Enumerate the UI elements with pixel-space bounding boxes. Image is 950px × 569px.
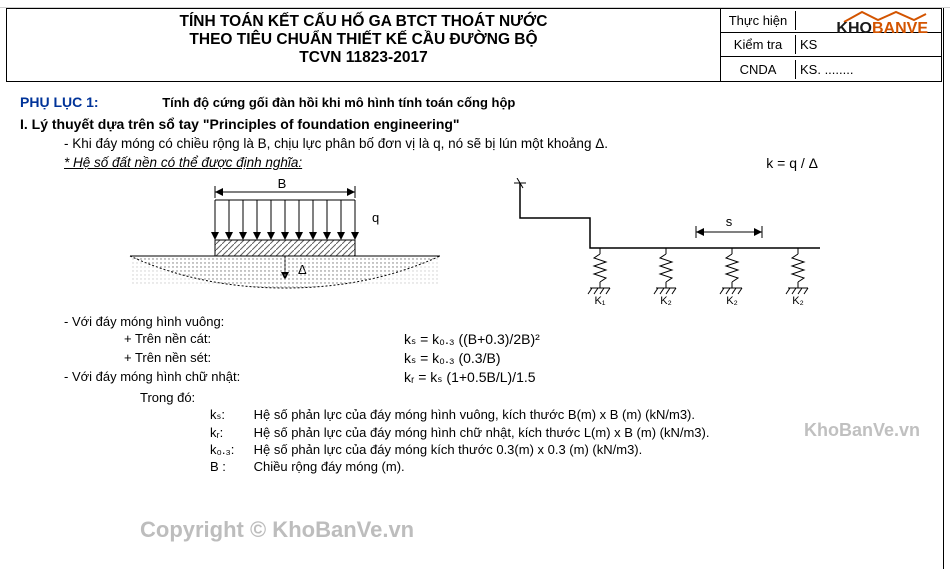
clay-row: + Trên nền sét: kₛ = k₀.₃ (0.3/B)	[64, 350, 928, 367]
title-line-2: THEO TIÊU CHUẨN THIẾT KẾ CẦU ĐƯỜNG BỘ	[15, 31, 712, 49]
side-label: CNDA	[721, 60, 796, 79]
logo-roof-icon	[842, 10, 928, 24]
spring-k2c: K₂	[786, 248, 808, 307]
rect-eq: kᵣ = kₛ (1+0.5B/L)/1.5	[404, 369, 536, 386]
eq-k-definition: k = q / Δ	[766, 155, 818, 171]
label-q: q	[372, 210, 379, 225]
side-label: Thực hiện	[721, 11, 796, 30]
title-block-main: TÍNH TOÁN KẾT CẤU HỐ GA BTCT THOÁT NƯỚC …	[7, 9, 721, 81]
legend-txt: Hệ số phản lực của đáy móng hình vuông, …	[254, 407, 695, 422]
spring-k2b: K₂	[720, 248, 742, 307]
equation-block: - Với đáy móng hình vuông: + Trên nền cá…	[20, 314, 928, 386]
watermark-copyright: Copyright © KhoBanVe.vn	[140, 517, 414, 543]
sand-label: + Trên nền cát:	[124, 331, 404, 348]
foundation-load-diagram: B q	[120, 178, 450, 308]
side-value: KS	[796, 35, 941, 54]
diagram-row: B q	[120, 178, 928, 308]
spreadsheet-grid-edge	[0, 0, 950, 8]
section-title: Lý thuyết dựa trên sổ tay "Principles of…	[32, 116, 460, 132]
spring-support-diagram: s K₁ K₂	[500, 178, 830, 308]
legend-row: kₛ: Hệ số phản lực của đáy móng hình vuô…	[140, 407, 928, 423]
body-line-2-row: * Hệ số đất nền có thể được định nghĩa: …	[64, 155, 928, 170]
legend-sym: kᵣ:	[210, 425, 250, 440]
appendix-heading: PHỤ LỤC 1: Tính độ cứng gối đàn hồi khi …	[20, 94, 928, 110]
spring-k1: K₁	[588, 248, 610, 307]
document-page: TÍNH TOÁN KẾT CẤU HỐ GA BTCT THOÁT NƯỚC …	[6, 8, 942, 474]
label-s: s	[726, 214, 733, 229]
sand-row: + Trên nền cát: kₛ = k₀.₃ ((B+0.3)/2B)²	[64, 331, 928, 348]
appendix-label: PHỤ LỤC 1:	[20, 94, 99, 110]
title-line-3: TCVN 11823-2017	[15, 49, 712, 67]
clay-label: + Trên nền sét:	[124, 350, 404, 367]
section-heading: I. Lý thuyết dựa trên sổ tay "Principles…	[20, 116, 928, 132]
where-label: Trong đó:	[140, 390, 928, 405]
clay-eq: kₛ = k₀.₃ (0.3/B)	[404, 350, 500, 367]
side-value: KS. ........	[796, 60, 941, 79]
legend-sym: k₀.₃:	[210, 442, 250, 457]
legend-sym: kₛ:	[210, 407, 250, 423]
page-right-border	[943, 8, 944, 569]
title-block: TÍNH TOÁN KẾT CẤU HỐ GA BTCT THOÁT NƯỚC …	[6, 8, 942, 82]
sand-eq: kₛ = k₀.₃ ((B+0.3)/2B)²	[404, 331, 540, 348]
svg-text:K₂: K₂	[726, 295, 738, 307]
side-label: Kiểm tra	[721, 35, 796, 54]
legend-txt: Chiều rộng đáy móng (m).	[254, 459, 405, 474]
side-row-kiem-tra: Kiểm tra KS	[721, 33, 941, 57]
section-number: I.	[20, 116, 28, 132]
square-heading: - Với đáy móng hình vuông:	[64, 314, 224, 329]
svg-text:K₂: K₂	[660, 295, 672, 307]
legend-row: B : Chiều rộng đáy móng (m).	[140, 459, 928, 474]
legend-txt: Hệ số phản lực của đáy móng hình chữ nhậ…	[254, 425, 710, 440]
rect-heading: - Với đáy móng hình chữ nhật:	[64, 369, 404, 386]
title-line-1: TÍNH TOÁN KẾT CẤU HỐ GA BTCT THOÁT NƯỚC	[15, 13, 712, 31]
body-line-2: * Hệ số đất nền có thể được định nghĩa:	[64, 155, 302, 170]
rect-row: - Với đáy móng hình chữ nhật: kᵣ = kₛ (1…	[64, 369, 928, 386]
legend-sym: B :	[210, 459, 250, 474]
legend-row: k₀.₃: Hệ số phản lực của đáy móng kích t…	[140, 442, 928, 457]
side-row-cnda: CNDA KS. ........	[721, 57, 941, 81]
square-heading-row: - Với đáy móng hình vuông:	[64, 314, 928, 329]
body-line-1: - Khi đáy móng có chiều rộng là B, chịu …	[64, 136, 928, 151]
svg-text:K₁: K₁	[594, 295, 605, 307]
spring-k2a: K₂	[654, 248, 676, 307]
appendix-title: Tính độ cứng gối đàn hồi khi mô hình tín…	[162, 95, 515, 110]
legend-block: Trong đó: kₛ: Hệ số phản lực của đáy món…	[140, 390, 928, 474]
label-B: B	[278, 178, 287, 191]
load-arrows	[211, 200, 359, 240]
legend-row: kᵣ: Hệ số phản lực của đáy móng hình chữ…	[140, 425, 928, 440]
svg-text:K₂: K₂	[792, 295, 804, 307]
legend-txt: Hệ số phản lực của đáy móng kích thước 0…	[254, 442, 643, 457]
document-content: PHỤ LỤC 1: Tính độ cứng gối đàn hồi khi …	[6, 82, 942, 474]
